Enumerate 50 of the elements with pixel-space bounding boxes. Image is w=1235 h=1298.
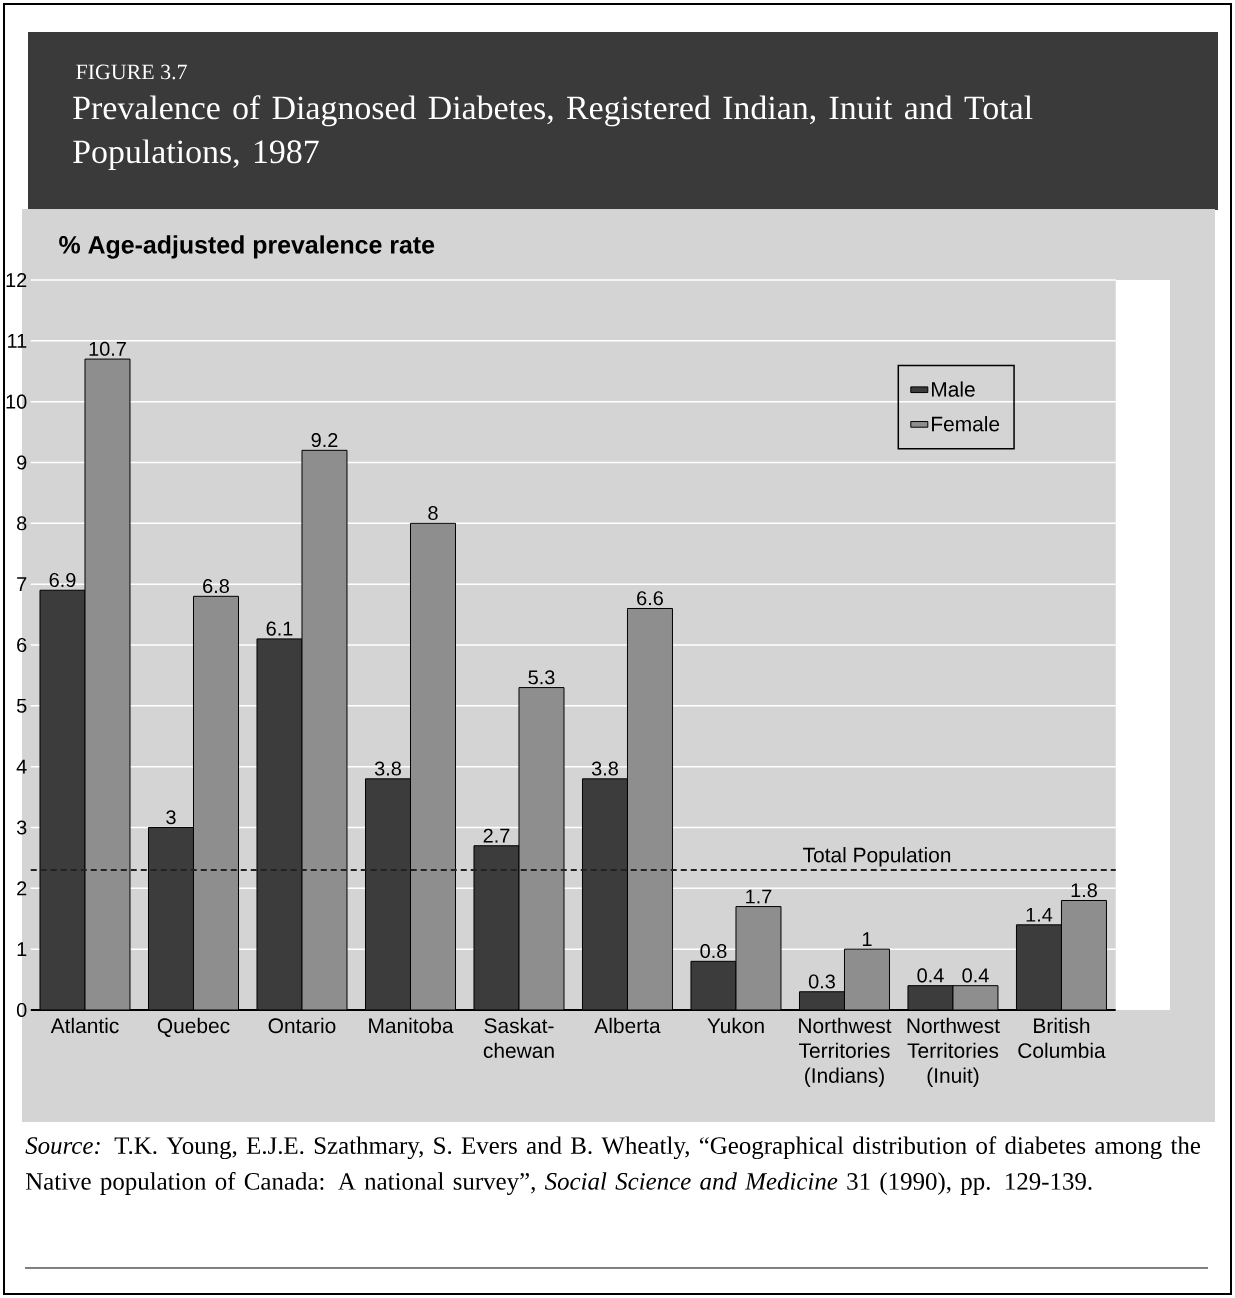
y-tick-label: 8	[17, 516, 27, 531]
x-tick-label: Northwest Territories (Inuit)	[907, 1017, 1000, 1088]
y-tick-label: 11	[8, 333, 27, 348]
data-label: 0.8	[700, 944, 727, 959]
data-label: 1.7	[746, 889, 772, 904]
x-tick-label: British Columbia	[1018, 1017, 1106, 1059]
x-tick-label: Yukon	[707, 1017, 764, 1034]
data-label: 3.8	[374, 761, 401, 776]
y-tick-label: 4	[16, 759, 27, 774]
x-tick-label: Northwest Territories (Indians)	[799, 1017, 892, 1088]
x-tick-label: Ontario	[268, 1017, 336, 1034]
y-tick-label: 6	[17, 637, 27, 653]
x-tick-label: Atlantic	[50, 1017, 119, 1034]
y-axis-title: % Age-adjusted prevalence rate	[59, 235, 435, 259]
data-label: 5.3	[528, 670, 555, 685]
y-tick-label: 10	[6, 394, 27, 409]
data-label: 3	[166, 810, 176, 825]
x-tick-label: Manitoba	[369, 1017, 454, 1034]
y-tick-label: 9	[17, 455, 27, 470]
data-label: 0.4	[962, 968, 989, 983]
data-label: 1.8	[1071, 883, 1097, 898]
y-tick-label: 12	[6, 273, 27, 287]
data-label: 9.2	[311, 433, 338, 448]
legend-label: Male	[932, 381, 975, 397]
x-tick-label: Alberta	[594, 1017, 661, 1034]
data-label: 0.4	[917, 968, 944, 983]
data-label: 2.7	[483, 828, 510, 843]
y-tick-label: 5	[16, 698, 27, 713]
data-label: 1.4	[1026, 907, 1053, 922]
y-tick-label: 2	[17, 881, 27, 896]
x-tick-label: Quebec	[157, 1017, 230, 1037]
chart-subtitle: FIGURE 3.7	[76, 64, 187, 80]
y-tick-label: 7	[17, 577, 27, 592]
y-tick-label: 1	[17, 942, 27, 957]
data-label: 1	[862, 932, 872, 946]
data-label: 8	[428, 506, 438, 521]
data-label: 6.9	[49, 572, 76, 588]
chart-title: Prevalence of Diagnosed Diabetes, Registered Indian, Inuit and Total Populations, 1987	[73, 95, 1033, 171]
legend-label: Female	[932, 416, 1000, 432]
text: Source: T.K. Young, E.J.E. Szathmary, S. Evers and B. Wheatly, “Geographical distribution of diabetes among the Native population of Canada: A national survey”, Social Science and Medicine 31 (1990), pp. 129-139.	[25, 1136, 1201, 1195]
data-label: 6.8	[203, 579, 229, 594]
y-tick-label: 3	[16, 820, 27, 835]
data-label: 6.6	[637, 591, 663, 606]
data-label: 0.3	[808, 974, 835, 989]
data-label: 3.8	[591, 761, 618, 776]
ref-line-label: Total Population	[803, 847, 951, 867]
data-label: 10.7	[89, 341, 126, 356]
data-label: 6.1	[266, 621, 293, 636]
x-tick-label: Saskat-chewan	[483, 1017, 554, 1059]
y-tick-label: 0	[16, 1002, 27, 1018]
